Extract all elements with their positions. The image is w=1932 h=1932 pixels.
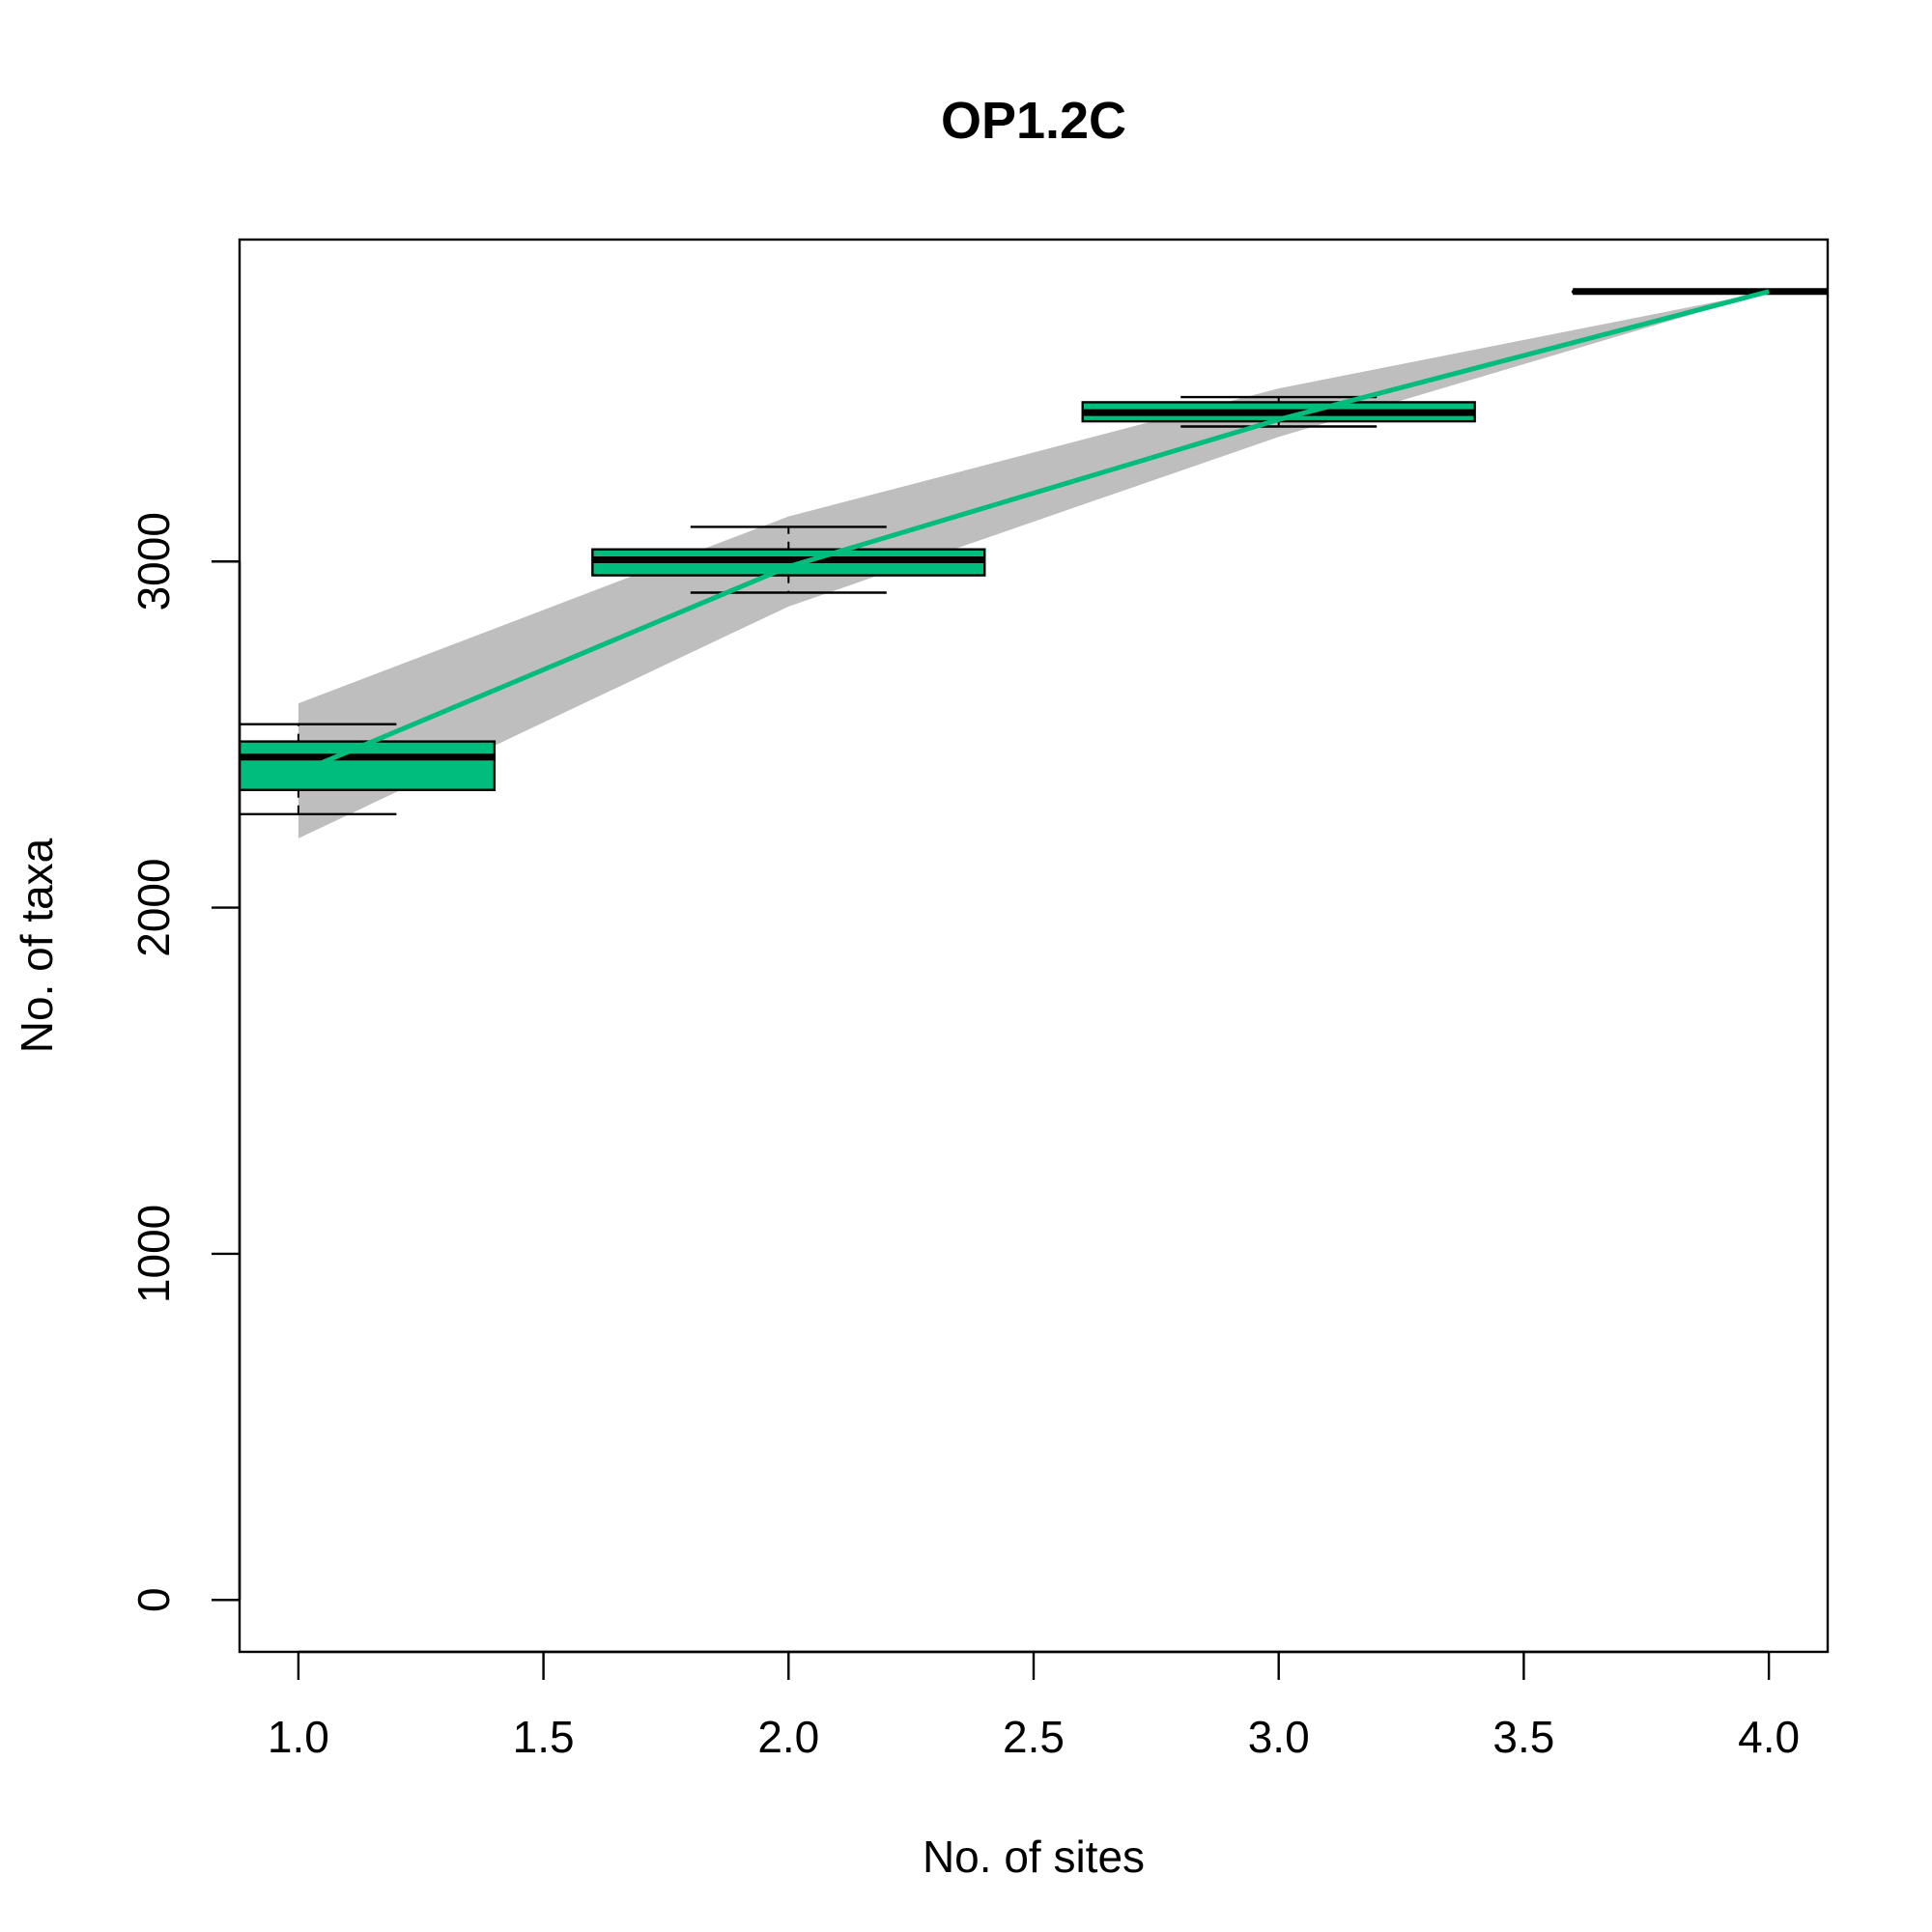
x-tick-label: 2.0 <box>757 1712 819 1762</box>
x-tick-label: 1.5 <box>513 1712 575 1762</box>
y-axis: 0 1000 2000 3000 <box>128 512 242 1612</box>
x-tick-label: 3.5 <box>1492 1712 1554 1762</box>
box-iqr <box>240 740 497 791</box>
boxplot-1 <box>240 723 497 816</box>
curve-layer <box>297 289 1770 776</box>
y-tick-label: 0 <box>128 1587 179 1612</box>
accumulation-curve <box>297 289 1770 776</box>
y-tick-label: 1000 <box>128 1205 179 1303</box>
boxplot-3 <box>1081 395 1476 428</box>
x-axis-title: No. of sites <box>923 1832 1145 1882</box>
x-tick-label: 1.0 <box>268 1712 329 1762</box>
y-axis-title: No. of taxa <box>12 838 62 1053</box>
x-axis: 1.0 1.5 2.0 2.5 3.0 3.5 4.0 <box>268 1650 1800 1762</box>
boxes-layer <box>240 288 1828 816</box>
x-tick-label: 4.0 <box>1738 1712 1800 1762</box>
x-tick-label: 2.5 <box>1003 1712 1065 1762</box>
y-tick-label: 3000 <box>128 512 179 611</box>
y-tick-label: 2000 <box>128 858 179 956</box>
chart-title: OP1.2C <box>941 92 1126 150</box>
boxplot-2 <box>591 526 986 594</box>
x-tick-label: 3.0 <box>1248 1712 1310 1762</box>
